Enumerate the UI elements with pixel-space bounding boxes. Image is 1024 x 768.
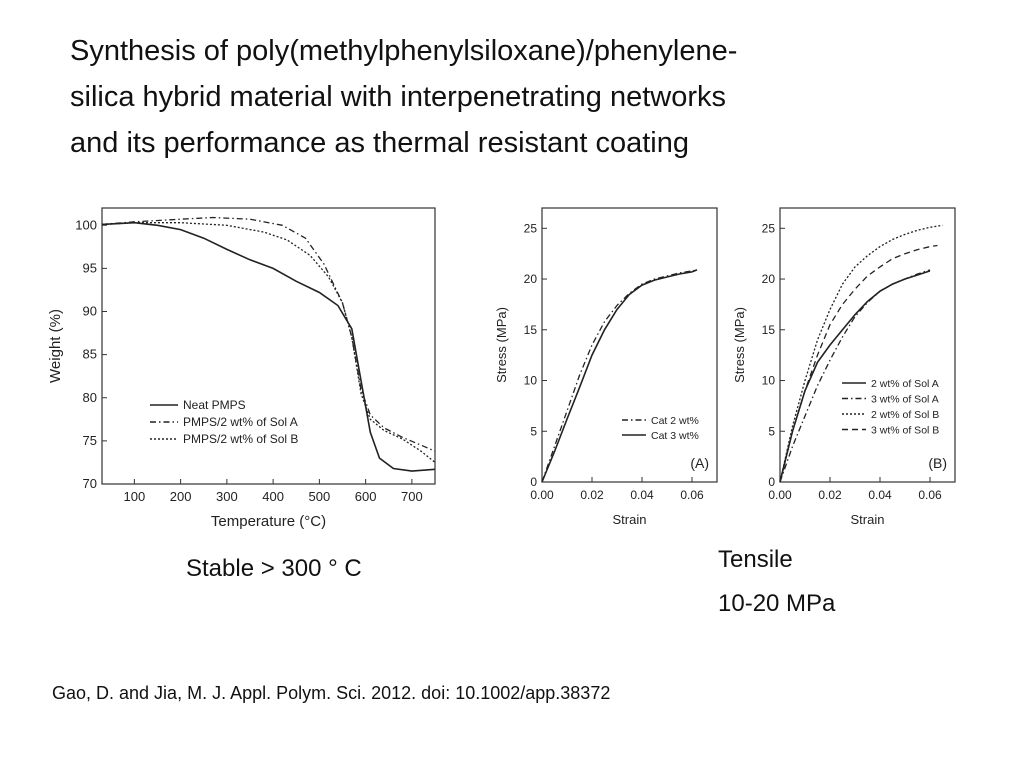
y-axis-label: Stress (MPa) (494, 307, 509, 383)
x-tick-label: 400 (262, 489, 284, 504)
y-tick-label: 95 (83, 260, 97, 275)
y-tick-label: 5 (768, 424, 775, 438)
x-tick-label: 500 (309, 489, 331, 504)
legend-label: Neat PMPS (183, 398, 246, 412)
x-tick-label: 700 (401, 489, 423, 504)
y-tick-label: 10 (524, 374, 538, 388)
y-axis-label: Weight (%) (47, 309, 64, 383)
tensile-chart-a: 0.00 0.02 0.04 0.06 0 5 10 15 20 25 Strain Stress (… (494, 207, 718, 527)
y-tick-label: 15 (524, 323, 538, 337)
y-tick-label: 90 (83, 304, 97, 319)
series-line (101, 221, 436, 472)
tensile-chart-b: 0.00 0.02 0.04 0.06 0 5 10 15 20 25 Strain Stress (… (732, 207, 956, 527)
y-tick-label: 15 (762, 323, 776, 337)
x-tick-label: 0.02 (818, 488, 842, 502)
legend-label: PMPS/2 wt% of Sol B (183, 432, 298, 446)
x-axis-label: Temperature (°C) (211, 513, 326, 530)
y-tick-label: 80 (83, 390, 97, 405)
y-tick-label: 20 (762, 272, 776, 286)
x-axis-label: Strain (851, 512, 885, 527)
x-tick-label: 0.06 (918, 488, 942, 502)
series-line (779, 224, 943, 483)
y-tick-label: 25 (762, 221, 776, 235)
legend-label: 3 wt% of Sol B (871, 425, 939, 437)
series-line (779, 270, 931, 483)
y-tick-label: 75 (83, 433, 97, 448)
y-axis-label: Stress (MPa) (732, 307, 747, 383)
x-tick-label: 0.06 (680, 488, 704, 502)
y-tick-label: 0 (768, 475, 775, 489)
y-tick-label: 25 (524, 221, 538, 235)
legend-label: 2 wt% of Sol A (871, 378, 939, 390)
plot-frame (101, 207, 436, 485)
y-tick-label: 100 (75, 217, 97, 232)
y-tick-label: 0 (530, 475, 537, 489)
plot-frame (779, 207, 956, 483)
y-tick-label: 85 (83, 347, 97, 362)
legend-label: Cat 2 wt% (651, 415, 699, 427)
series-line (101, 222, 436, 463)
legend-label: PMPS/2 wt% of Sol A (183, 415, 298, 429)
tga-caption: Stable > 300 ° C (186, 555, 362, 582)
citation: Gao, D. and Jia, M. J. Appl. Polym. Sci.… (52, 683, 611, 703)
x-tick-label: 0.02 (580, 488, 604, 502)
y-tick-label: 20 (524, 272, 538, 286)
x-tick-label: 0.04 (630, 488, 654, 502)
legend-label: 3 wt% of Sol A (871, 394, 939, 406)
y-tick-label: 10 (762, 374, 776, 388)
y-tick-label: 5 (530, 424, 537, 438)
title-line-2: silica hybrid material with interpenetra… (70, 81, 727, 113)
x-tick-label: 0.04 (868, 488, 892, 502)
x-tick-label: 300 (216, 489, 238, 504)
slide-title: Synthesis of poly(methylphenylsiloxane)/… (70, 28, 970, 166)
tensile-caption-line-1: Tensile (718, 546, 793, 573)
x-tick-label: 200 (170, 489, 192, 504)
series-line (541, 269, 698, 483)
series-line (101, 216, 436, 452)
plot-frame (541, 207, 718, 483)
series-line (779, 269, 931, 483)
x-tick-label: 0.00 (530, 488, 554, 502)
x-tick-label: 100 (124, 489, 146, 504)
title-line-3: and its performance as thermal resistant… (70, 127, 689, 159)
panel-label: (A) (690, 455, 709, 471)
title-line-1: Synthesis of poly(methylphenylsiloxane)/… (70, 35, 738, 67)
legend-label: 2 wt% of Sol B (871, 409, 939, 421)
x-axis-label: Strain (613, 512, 647, 527)
tensile-caption-line-2: 10-20 MPa (718, 590, 836, 617)
series-line (779, 244, 938, 483)
x-tick-label: 0.00 (768, 488, 792, 502)
x-tick-label: 600 (355, 489, 377, 504)
legend-label: Cat 3 wt% (651, 430, 699, 442)
tga-chart: 100 200 300 400 500 600 700 70 75 80 85 90 95 100 Temp… (47, 207, 436, 530)
panel-label: (B) (928, 455, 947, 471)
series-line (541, 269, 698, 483)
y-tick-label: 70 (83, 476, 97, 491)
